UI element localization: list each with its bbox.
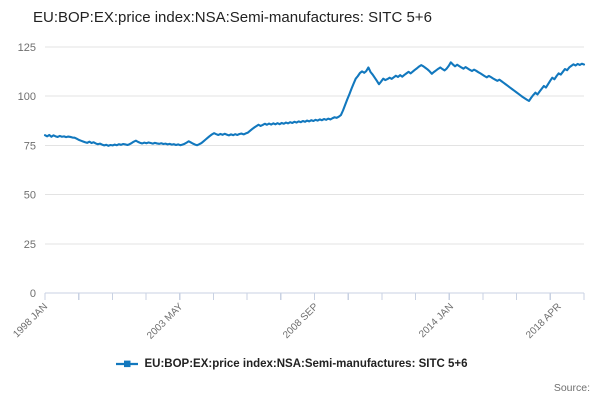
legend-entry[interactable]: EU:BOP:EX:price index:NSA:Semi-manufactu… [116,358,468,370]
gridlines-group [45,46,584,245]
svg-text:2008 SEP: 2008 SEP [281,301,321,340]
x-axis [44,292,585,300]
data-series-group [43,61,586,147]
svg-text:25: 25 [24,239,36,251]
svg-text:0: 0 [30,288,36,300]
legend-label: EU:BOP:EX:price index:NSA:Semi-manufactu… [144,358,468,370]
svg-text:2018 APR: 2018 APR [524,301,564,340]
svg-text:75: 75 [24,140,36,152]
svg-text:50: 50 [24,190,36,202]
svg-text:2003 MAY: 2003 MAY [145,301,186,340]
chart-legend: EU:BOP:EX:price index:NSA:Semi-manufactu… [0,358,600,370]
line-chart-svg: 0 25 50 75 100 125 1998 JAN 2003 MAY 2008 SEP 20… [11,42,586,340]
plot-area: 0 25 50 75 100 125 1998 JAN 2003 MAY 2008 SEP 20… [11,42,586,340]
svg-text:100: 100 [18,91,36,103]
svg-text:2014 JAN: 2014 JAN [417,301,456,340]
svg-text:125: 125 [18,42,36,54]
svg-text:1998 JAN: 1998 JAN [11,301,50,340]
x-axis-tick-labels: 1998 JAN 2003 MAY 2008 SEP 2014 JAN 2018 APR [11,301,563,340]
legend-line-marker-icon [116,360,139,368]
chart-title: EU:BOP:EX:price index:NSA:Semi-manufactu… [33,9,432,26]
source-note: Source: [553,382,590,394]
y-axis-tick-labels: 0 25 50 75 100 125 [18,42,36,300]
